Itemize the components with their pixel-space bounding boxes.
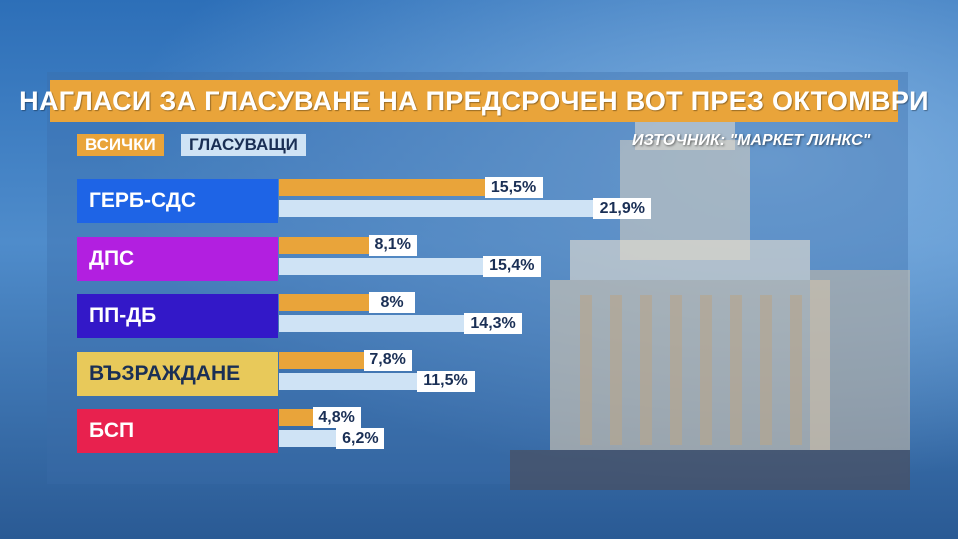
legend-all-label: ВСИЧКИ xyxy=(85,135,156,154)
value-label-voters: 14,3% xyxy=(464,313,523,334)
value-label-voters: 15,4% xyxy=(482,255,541,277)
chart-title: НАГЛАСИ ЗА ГЛАСУВАНЕ НА ПРЕДСРОЧЕН ВОТ П… xyxy=(19,85,929,116)
value-label-all: 8,1% xyxy=(368,234,417,256)
legend-voters-label: ГЛАСУВАЩИ xyxy=(189,135,298,154)
bar-voters xyxy=(279,200,652,217)
legend-all: ВСИЧКИ xyxy=(77,134,164,156)
party-label: ГЕРБ-СДС xyxy=(77,179,278,223)
value-label-all: 8% xyxy=(369,292,415,313)
value-label-all: 7,8% xyxy=(363,349,412,371)
value-label-voters: 21,9% xyxy=(593,198,652,219)
legend-voters: ГЛАСУВАЩИ xyxy=(181,134,306,156)
value-label-all: 15,5% xyxy=(484,177,543,198)
party-label: БСП xyxy=(77,409,278,453)
value-label-voters: 11,5% xyxy=(416,370,475,392)
parliament-building-image xyxy=(510,120,910,490)
value-label-all: 4,8% xyxy=(312,407,361,428)
party-label: ПП-ДБ xyxy=(77,294,278,338)
source-label: ИЗТОЧНИК: "МАРКЕТ ЛИНКС" xyxy=(632,132,871,149)
bar-voters xyxy=(279,315,523,332)
chart-title-bar: НАГЛАСИ ЗА ГЛАСУВАНЕ НА ПРЕДСРОЧЕН ВОТ П… xyxy=(19,80,929,122)
value-label-voters: 6,2% xyxy=(336,428,385,449)
bar-all xyxy=(279,179,543,196)
party-label: ВЪЗРАЖДАНЕ xyxy=(77,351,278,396)
party-label: ДПС xyxy=(77,236,278,281)
bar-voters xyxy=(279,257,541,275)
